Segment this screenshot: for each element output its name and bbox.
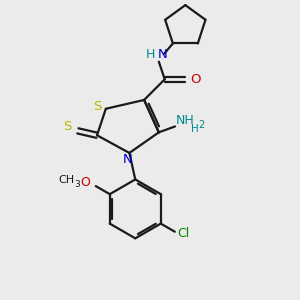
Text: 2: 2 (198, 120, 204, 130)
Text: H: H (191, 124, 199, 134)
Text: N: N (158, 48, 167, 62)
Text: CH: CH (58, 175, 74, 185)
Text: S: S (63, 120, 72, 133)
Text: NH: NH (176, 114, 195, 127)
Text: N: N (123, 153, 133, 166)
Text: Cl: Cl (178, 227, 190, 240)
Text: O: O (190, 73, 200, 86)
Text: 3: 3 (75, 180, 80, 189)
Text: H: H (146, 48, 155, 62)
Text: S: S (93, 100, 102, 113)
Text: O: O (80, 176, 90, 189)
